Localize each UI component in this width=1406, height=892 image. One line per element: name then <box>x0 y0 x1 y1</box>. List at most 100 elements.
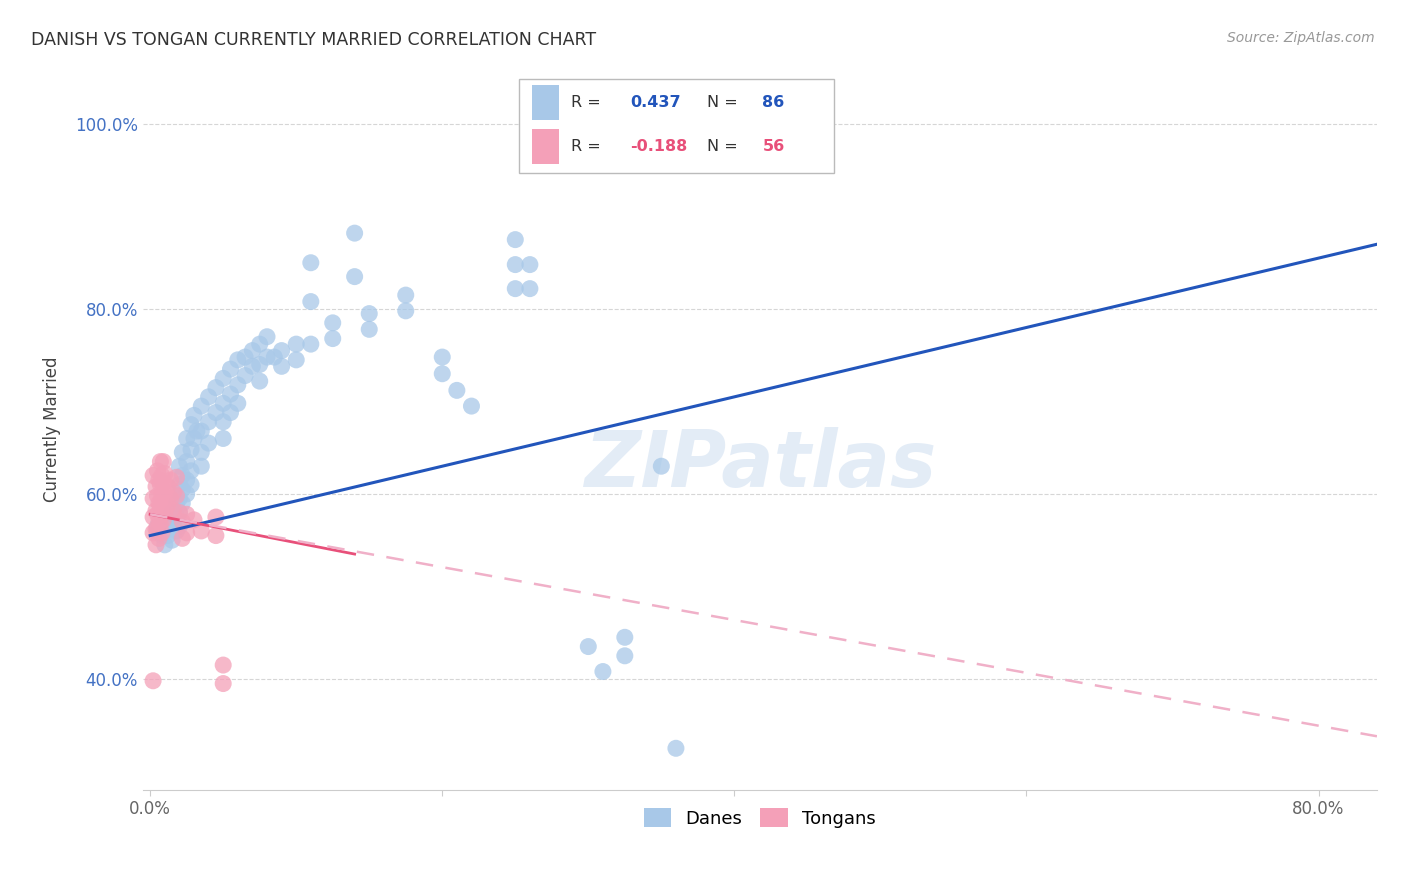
Point <box>219 362 242 376</box>
Point <box>299 337 322 351</box>
Point <box>169 519 191 533</box>
Text: N =: N = <box>707 139 742 154</box>
Text: 0.437: 0.437 <box>630 95 681 110</box>
Bar <box>531 129 558 164</box>
Point <box>149 516 172 531</box>
FancyBboxPatch shape <box>519 79 834 173</box>
Point <box>146 524 169 538</box>
Point <box>159 491 181 506</box>
Point <box>242 343 264 358</box>
Point <box>148 515 170 529</box>
Legend: Danes, Tongans: Danes, Tongans <box>637 801 883 835</box>
Point <box>176 487 198 501</box>
Point <box>156 498 179 512</box>
Point <box>153 487 176 501</box>
Point <box>166 524 188 538</box>
Point <box>665 741 688 756</box>
Text: 56: 56 <box>762 139 785 154</box>
Point <box>212 371 235 385</box>
Point <box>249 358 271 372</box>
Text: Source: ZipAtlas.com: Source: ZipAtlas.com <box>1227 31 1375 45</box>
Point <box>153 538 176 552</box>
Text: N =: N = <box>707 95 742 110</box>
Point <box>152 475 174 490</box>
Point <box>160 533 183 548</box>
Point <box>166 470 188 484</box>
Point <box>145 503 167 517</box>
Point <box>145 522 167 536</box>
Point <box>162 485 184 500</box>
Point <box>156 515 179 529</box>
Point <box>233 368 256 383</box>
Point <box>205 406 228 420</box>
Point <box>205 528 228 542</box>
Point <box>186 424 208 438</box>
Point <box>730 124 752 138</box>
Point <box>142 491 165 506</box>
Point <box>432 350 454 364</box>
Y-axis label: Currently Married: Currently Married <box>44 357 60 502</box>
Point <box>270 359 292 374</box>
Text: R =: R = <box>571 139 606 154</box>
Point <box>613 630 636 644</box>
Point <box>503 282 526 296</box>
Point <box>176 473 198 487</box>
Point <box>180 477 202 491</box>
Point <box>226 352 249 367</box>
Point <box>180 464 202 478</box>
Point <box>150 489 173 503</box>
Point <box>160 506 183 520</box>
Point <box>256 350 278 364</box>
Point <box>162 503 184 517</box>
Point <box>190 524 212 538</box>
Point <box>285 352 308 367</box>
Point <box>166 496 188 510</box>
Point <box>180 442 202 457</box>
Point <box>343 269 366 284</box>
Point <box>172 532 194 546</box>
Point <box>190 424 212 438</box>
Point <box>592 665 614 679</box>
Point <box>153 524 176 538</box>
Point <box>226 396 249 410</box>
Point <box>183 432 205 446</box>
Point <box>169 491 191 506</box>
Point <box>156 528 179 542</box>
Point <box>148 473 170 487</box>
Point <box>172 515 194 529</box>
Point <box>775 124 797 138</box>
Point <box>146 464 169 478</box>
Point <box>576 640 599 654</box>
Point <box>219 387 242 401</box>
Point <box>146 519 169 533</box>
Text: 86: 86 <box>762 95 785 110</box>
Point <box>152 513 174 527</box>
Point <box>205 381 228 395</box>
Point <box>142 525 165 540</box>
Point <box>212 415 235 429</box>
Point <box>190 459 212 474</box>
Point <box>176 432 198 446</box>
Point <box>183 513 205 527</box>
Point <box>148 532 170 546</box>
Point <box>249 374 271 388</box>
Point <box>190 399 212 413</box>
Point <box>299 256 322 270</box>
Point <box>152 494 174 508</box>
Point <box>172 468 194 483</box>
Point <box>150 468 173 483</box>
Point <box>150 508 173 522</box>
Point <box>446 384 468 398</box>
Point <box>212 658 235 673</box>
Point <box>256 330 278 344</box>
Point <box>212 432 235 446</box>
Point <box>146 508 169 522</box>
Point <box>197 415 219 429</box>
Point <box>172 445 194 459</box>
Point <box>172 496 194 510</box>
Point <box>212 396 235 410</box>
Point <box>149 498 172 512</box>
Point <box>299 294 322 309</box>
Point <box>169 506 191 520</box>
Point <box>322 316 344 330</box>
